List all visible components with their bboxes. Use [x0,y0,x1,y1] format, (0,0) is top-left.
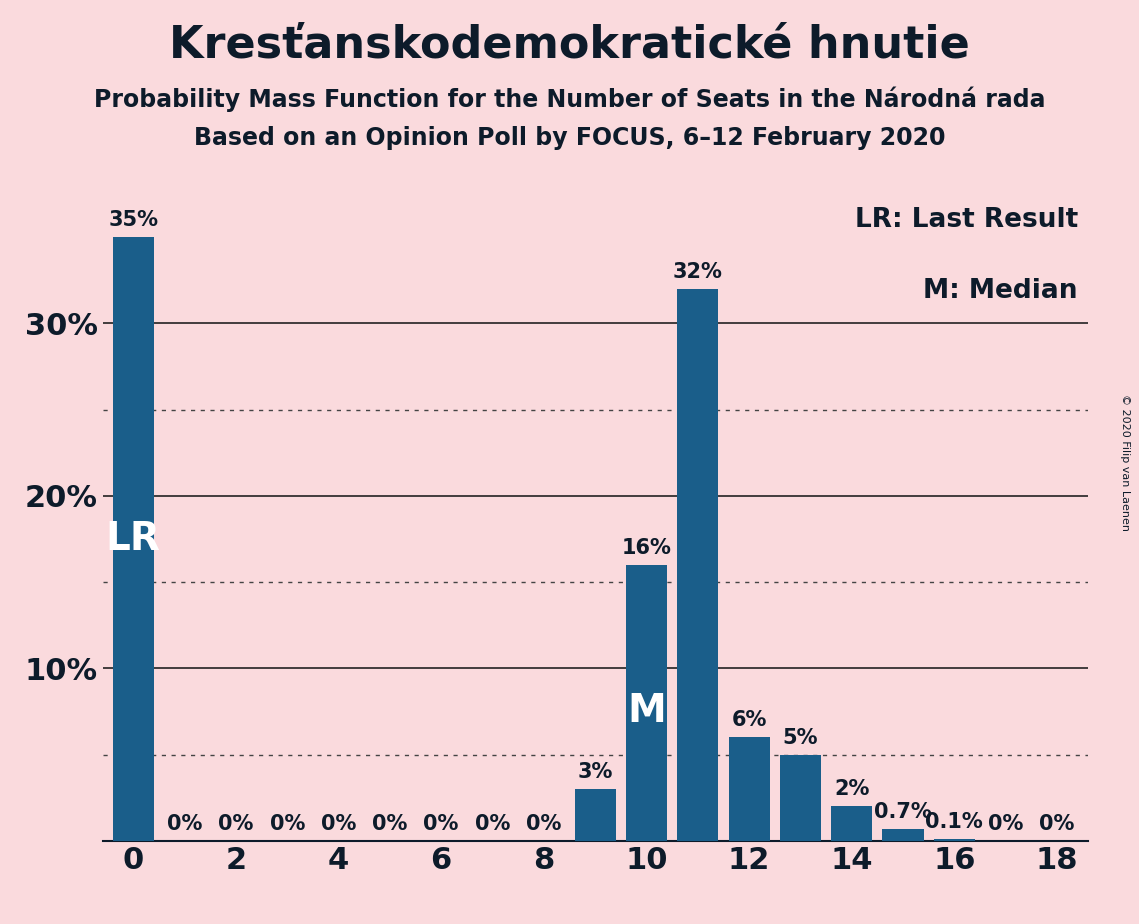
Text: 0%: 0% [424,814,459,834]
Bar [574,789,616,841]
Bar [113,237,154,841]
Bar [729,737,770,841]
Text: M: Median: M: Median [924,278,1077,304]
Text: 0.7%: 0.7% [874,802,932,821]
Text: 0.1%: 0.1% [926,812,983,833]
Bar [934,839,975,841]
Text: 16%: 16% [622,538,671,558]
Bar [678,289,719,841]
Text: Probability Mass Function for the Number of Seats in the Národná rada: Probability Mass Function for the Number… [93,87,1046,113]
Text: 0%: 0% [167,814,203,834]
Text: Kresťanskodemokratické hnutie: Kresťanskodemokratické hnutie [169,23,970,67]
Text: Based on an Opinion Poll by FOCUS, 6–12 February 2020: Based on an Opinion Poll by FOCUS, 6–12 … [194,126,945,150]
Text: 0%: 0% [219,814,254,834]
Text: 0%: 0% [988,814,1023,834]
Text: LR: Last Result: LR: Last Result [854,207,1077,233]
Text: M: M [628,692,666,731]
Bar [626,565,667,841]
Text: 0%: 0% [526,814,562,834]
Text: 0%: 0% [1039,814,1074,834]
Text: © 2020 Filip van Laenen: © 2020 Filip van Laenen [1121,394,1130,530]
Bar [883,829,924,841]
Text: 3%: 3% [577,762,613,783]
Text: 5%: 5% [782,728,818,748]
Text: 2%: 2% [834,780,869,799]
Text: 32%: 32% [673,262,722,282]
Text: 35%: 35% [108,211,158,230]
Text: 0%: 0% [372,814,408,834]
Bar [780,755,821,841]
Text: 0%: 0% [475,814,510,834]
Text: 0%: 0% [270,814,305,834]
Text: LR: LR [106,520,161,558]
Text: 6%: 6% [731,711,767,731]
Text: 0%: 0% [321,814,357,834]
Bar [831,807,872,841]
